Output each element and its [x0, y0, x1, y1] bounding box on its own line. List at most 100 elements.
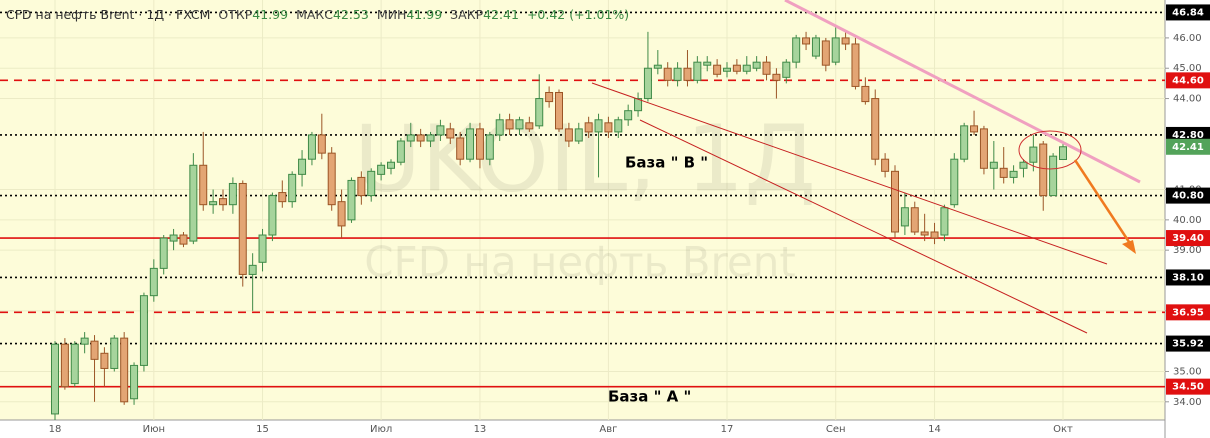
candle-body — [475, 128, 484, 160]
axis-labels: 34.0035.0037.0039.0040.0041.0044.0045.00… — [49, 4, 1210, 435]
candle-body — [446, 128, 455, 139]
y-tick-label: 44.00 — [1173, 94, 1202, 105]
candle-body — [1059, 146, 1067, 161]
x-tick-label: Июн — [143, 424, 165, 435]
candle-body — [891, 170, 899, 233]
candle-body — [396, 140, 405, 163]
candle-body — [555, 91, 563, 130]
candle-body — [159, 237, 168, 269]
candle-body — [979, 128, 988, 169]
level-label-box — [1166, 304, 1210, 321]
level-label: 35.92 — [1172, 339, 1204, 350]
level-label: 38.10 — [1172, 272, 1204, 283]
candle-body — [881, 158, 890, 172]
candle-body — [653, 64, 662, 69]
x-tick-label: 15 — [256, 424, 269, 435]
x-tick-label: Июл — [370, 424, 392, 435]
candle-body — [51, 343, 59, 415]
candle-body — [634, 98, 643, 112]
candle-body — [317, 134, 326, 154]
candle-body — [278, 192, 287, 203]
grid — [0, 0, 1165, 420]
candle-body — [327, 152, 336, 206]
level-label-box — [1166, 138, 1210, 155]
watermark: CFD на нефть Brent — [364, 238, 796, 287]
candle-body — [110, 337, 119, 369]
candle-body — [179, 234, 188, 245]
candle-body — [802, 37, 811, 45]
candle-body — [703, 61, 712, 66]
x-tick-label: Сен — [826, 424, 846, 435]
channel-line — [591, 82, 1108, 265]
level-label-box — [1166, 335, 1210, 352]
candle-body — [1049, 155, 1058, 197]
level-label-box — [1166, 72, 1210, 89]
header-label: МАКС — [296, 7, 333, 22]
candle-body — [999, 167, 1008, 178]
y-tick-label: 34.00 — [1173, 397, 1202, 408]
header-label: МИН — [377, 7, 407, 22]
x-tick-label: 13 — [474, 424, 487, 435]
candle-body — [742, 64, 751, 72]
candle-body — [811, 37, 820, 57]
candle-body — [130, 364, 139, 400]
candle-body — [268, 195, 277, 236]
candle-body — [337, 201, 346, 227]
candle-body — [80, 337, 89, 345]
candle-body — [970, 125, 979, 133]
candle-body — [199, 164, 208, 206]
candle-body — [209, 201, 218, 206]
candle-body — [466, 128, 475, 160]
x-tick-label: Окт — [1053, 424, 1073, 435]
candle-body — [604, 122, 613, 133]
candle-body — [90, 340, 99, 360]
y-tick-label: 45.00 — [1173, 63, 1202, 74]
header-title: CFD на нефть Brent · 1Д · FXCM — [6, 7, 210, 22]
candle-body — [762, 61, 771, 75]
level-label-box — [1166, 4, 1210, 21]
candle-body — [713, 64, 722, 75]
candle-body — [248, 264, 257, 275]
candle-body — [574, 128, 583, 142]
candle-body — [70, 343, 79, 385]
arrow-head — [1122, 240, 1136, 254]
header-label: ОТКР — [218, 7, 252, 22]
candle-body — [693, 61, 702, 81]
header-value: 41.99 — [252, 7, 288, 22]
candle-body — [258, 234, 267, 263]
candle-body — [989, 161, 998, 169]
candle-body — [169, 234, 178, 242]
candle-body — [643, 67, 652, 100]
candle-body — [377, 164, 386, 175]
candle-body — [940, 207, 949, 236]
level-label: 42.41 — [1172, 142, 1204, 153]
candle-body — [189, 164, 198, 242]
candle-body — [564, 128, 573, 142]
candle-body — [683, 67, 692, 81]
x-tick-label: 14 — [928, 424, 941, 435]
candle-body — [861, 85, 870, 103]
candle-body — [149, 267, 158, 297]
candle-body — [426, 134, 435, 142]
candle-body — [1009, 170, 1018, 178]
candle-body — [871, 98, 880, 160]
candle-body — [525, 122, 534, 130]
annotation: База " В " — [625, 154, 708, 172]
channel-line — [639, 119, 1088, 334]
candle-body — [100, 352, 109, 369]
candle-body — [900, 207, 909, 227]
level-label: 34.50 — [1172, 382, 1204, 393]
candle-body — [298, 158, 307, 175]
candle-body — [732, 64, 741, 72]
candle-body — [416, 134, 425, 142]
level-label-box — [1166, 230, 1210, 247]
level-label: 36.95 — [1172, 307, 1204, 318]
highlight-circle — [1018, 130, 1082, 170]
candle-body — [288, 173, 297, 203]
candle-body — [584, 122, 593, 133]
candle-body — [228, 182, 237, 206]
candle-body — [367, 170, 376, 197]
candle-body — [920, 231, 929, 236]
candle-body — [60, 343, 69, 388]
